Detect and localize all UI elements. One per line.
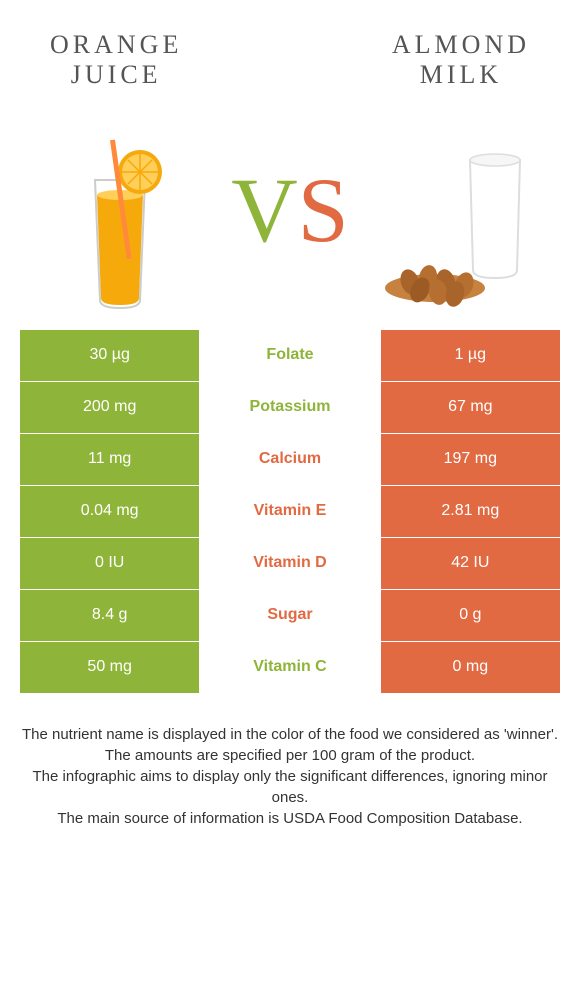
nutrient-name: Folate [200, 330, 379, 381]
right-value: 197 mg [380, 434, 560, 485]
footnote-line: The amounts are specified per 100 gram o… [20, 745, 560, 766]
footnotes: The nutrient name is displayed in the co… [0, 694, 580, 829]
table-row: 0 IUVitamin D42 IU [20, 538, 560, 590]
left-value: 8.4 g [20, 590, 200, 641]
vs-v: V [231, 157, 297, 263]
images-row: VS [0, 100, 580, 330]
right-value: 1 µg [380, 330, 560, 381]
table-row: 30 µgFolate1 µg [20, 330, 560, 382]
right-title-line1: ALMOND [392, 30, 530, 60]
orange-juice-image [40, 110, 200, 310]
header: ORANGE JUICE ALMOND MILK [0, 0, 580, 100]
footnote-line: The main source of information is USDA F… [20, 808, 560, 829]
left-title-line2: JUICE [50, 60, 182, 90]
left-value: 30 µg [20, 330, 200, 381]
left-value: 0.04 mg [20, 486, 200, 537]
right-value: 0 g [380, 590, 560, 641]
nutrient-name: Vitamin E [200, 486, 379, 537]
vs-label: VS [231, 157, 349, 263]
left-value: 200 mg [20, 382, 200, 433]
footnote-line: The infographic aims to display only the… [20, 766, 560, 808]
right-value: 67 mg [380, 382, 560, 433]
almond-milk-icon [380, 110, 540, 310]
table-row: 0.04 mgVitamin E2.81 mg [20, 486, 560, 538]
nutrient-name: Vitamin D [200, 538, 379, 589]
right-title-line2: MILK [392, 60, 530, 90]
orange-juice-icon [40, 110, 200, 310]
nutrient-table: 30 µgFolate1 µg200 mgPotassium67 mg11 mg… [0, 330, 580, 694]
nutrient-name: Potassium [200, 382, 379, 433]
left-value: 11 mg [20, 434, 200, 485]
left-value: 50 mg [20, 642, 200, 693]
vs-s: S [298, 157, 349, 263]
left-value: 0 IU [20, 538, 200, 589]
right-value: 0 mg [380, 642, 560, 693]
right-food-title: ALMOND MILK [392, 30, 530, 90]
almond-milk-image [380, 110, 540, 310]
nutrient-name: Calcium [200, 434, 379, 485]
left-food-title: ORANGE JUICE [50, 30, 182, 90]
table-row: 11 mgCalcium197 mg [20, 434, 560, 486]
table-row: 8.4 gSugar0 g [20, 590, 560, 642]
nutrient-name: Vitamin C [200, 642, 379, 693]
right-value: 2.81 mg [380, 486, 560, 537]
right-value: 42 IU [380, 538, 560, 589]
table-row: 50 mgVitamin C0 mg [20, 642, 560, 694]
footnote-line: The nutrient name is displayed in the co… [20, 724, 560, 745]
left-title-line1: ORANGE [50, 30, 182, 60]
table-row: 200 mgPotassium67 mg [20, 382, 560, 434]
nutrient-name: Sugar [200, 590, 379, 641]
